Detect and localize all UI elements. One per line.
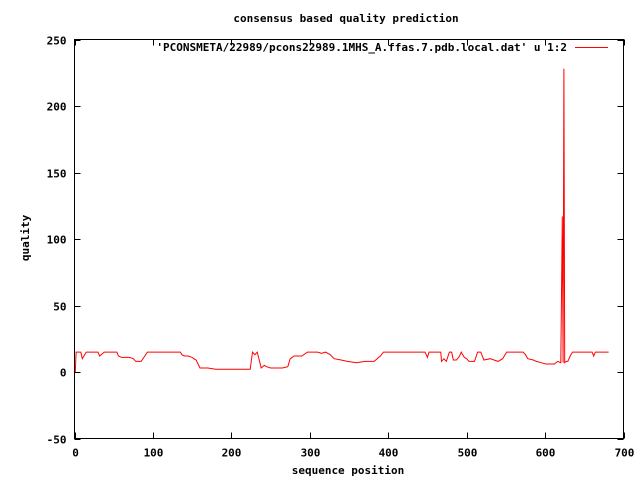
y-tick-label: 100 bbox=[47, 234, 67, 247]
y-tick-label: 50 bbox=[53, 301, 66, 314]
series-group bbox=[74, 68, 609, 373]
y-tick-label: 150 bbox=[47, 168, 67, 181]
x-tick-label: 300 bbox=[301, 447, 321, 460]
x-tick-label: 600 bbox=[536, 447, 556, 460]
x-tick-label: 200 bbox=[222, 447, 242, 460]
x-tick-label: 700 bbox=[615, 447, 635, 460]
y-axis-label: quality bbox=[19, 214, 32, 261]
x-tick-label: 400 bbox=[379, 447, 399, 460]
y-tick-label: -50 bbox=[47, 434, 67, 447]
x-axis-label: sequence position bbox=[292, 464, 405, 477]
y-tick-label: 0 bbox=[60, 367, 67, 380]
legend-label: 'PCONSMETA/22989/pcons22989.1MHS_A.ffas.… bbox=[156, 41, 567, 54]
axis-ticks: 0 100 200 300 400 500 600 700 -50 0 50 100 150 200 250 bbox=[47, 35, 635, 460]
x-tick-label: 100 bbox=[144, 447, 164, 460]
x-tick-label: 500 bbox=[458, 447, 478, 460]
series-line bbox=[74, 68, 609, 373]
y-tick-label: 200 bbox=[47, 101, 67, 114]
x-tick-label: 0 bbox=[72, 447, 79, 460]
y-tick-label: 250 bbox=[47, 35, 67, 48]
plot-border bbox=[74, 39, 624, 439]
chart-title: consensus based quality prediction bbox=[233, 12, 458, 25]
